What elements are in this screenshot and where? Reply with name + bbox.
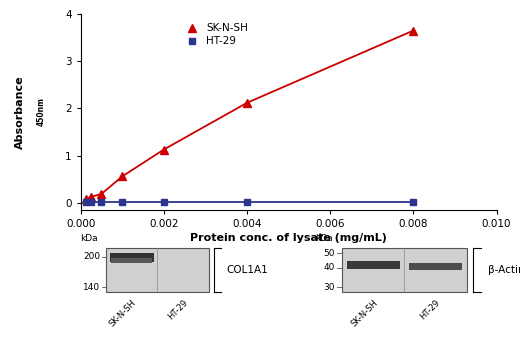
Bar (106, 248, 209, 293)
Text: SK-N-SH: SK-N-SH (108, 298, 138, 328)
Text: 50: 50 (323, 248, 335, 258)
Text: β-Actin: β-Actin (488, 265, 520, 275)
Text: HT-29: HT-29 (166, 298, 189, 322)
Text: Absorbance: Absorbance (15, 75, 25, 149)
X-axis label: Protein conc. of lysate (mg/mL): Protein conc. of lysate (mg/mL) (190, 233, 387, 243)
Bar (347, 261, 400, 269)
Legend: SK-N-SH, HT-29: SK-N-SH, HT-29 (177, 19, 253, 51)
Text: 40: 40 (323, 263, 335, 272)
Bar (342, 248, 466, 293)
Text: COL1A1: COL1A1 (227, 265, 268, 275)
Text: 450nm: 450nm (36, 98, 46, 126)
Text: 200: 200 (83, 252, 100, 261)
Text: kDa: kDa (315, 234, 333, 243)
Bar (111, 258, 152, 263)
Bar (409, 263, 462, 270)
Text: SK-N-SH: SK-N-SH (349, 298, 380, 328)
Text: 140: 140 (83, 282, 100, 292)
Text: 30: 30 (323, 282, 335, 292)
Text: kDa: kDa (81, 234, 98, 243)
Bar (110, 253, 153, 262)
Text: HT-29: HT-29 (419, 298, 442, 322)
